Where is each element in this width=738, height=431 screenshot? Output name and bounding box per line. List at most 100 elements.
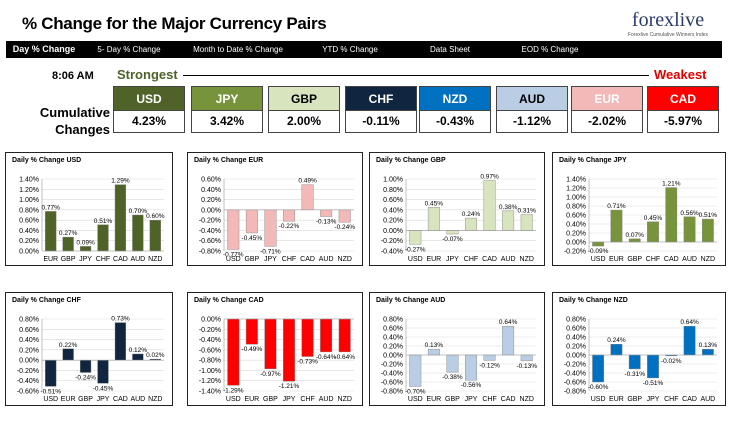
y-tick-label: -1.20% bbox=[199, 378, 221, 385]
bar bbox=[338, 209, 351, 223]
y-tick-label: 0.60% bbox=[566, 213, 586, 220]
logo-text: forexlive bbox=[631, 9, 705, 31]
bar bbox=[610, 209, 623, 243]
y-tick-label: 0.00% bbox=[201, 207, 221, 214]
category-label: CAD bbox=[113, 256, 128, 263]
bar bbox=[647, 354, 659, 379]
data-label: -0.45% bbox=[93, 385, 114, 392]
category-label: CHF bbox=[300, 396, 314, 403]
forexlive-logo: forexlive Forexlive Cumulative Winners I… bbox=[618, 8, 718, 42]
data-label: -0.71% bbox=[260, 248, 281, 255]
tab-eod-change[interactable]: EOD % Change bbox=[521, 45, 579, 54]
bar bbox=[483, 180, 496, 231]
bar bbox=[628, 238, 641, 243]
y-tick-label: 0.60% bbox=[383, 197, 403, 204]
category-label: JPY bbox=[283, 396, 296, 403]
y-tick-label: -0.60% bbox=[17, 389, 39, 396]
bar bbox=[320, 318, 333, 353]
tab-month-to-date-change[interactable]: Month to Date % Change bbox=[193, 45, 283, 54]
chart-title: Daily % Change EUR bbox=[194, 157, 264, 164]
y-tick-label: 0.40% bbox=[566, 335, 586, 342]
currency-name: EUR bbox=[572, 87, 642, 111]
y-tick-label: 1.00% bbox=[566, 195, 586, 202]
currency-name: CHF bbox=[346, 87, 416, 111]
y-tick-label: -0.40% bbox=[381, 249, 403, 256]
y-tick-label: 0.00% bbox=[383, 353, 403, 360]
logo-tagline: Forexlive Cumulative Winners Index bbox=[627, 32, 709, 38]
currency-box-nzd: NZD -0.43% bbox=[419, 86, 491, 133]
data-label: 0.51% bbox=[94, 218, 113, 225]
category-label: NZD bbox=[701, 256, 715, 263]
bar bbox=[446, 230, 459, 235]
category-label: CAD bbox=[501, 396, 516, 403]
y-tick-label: 0.60% bbox=[19, 327, 39, 334]
category-label: AUD bbox=[130, 256, 145, 263]
data-label: 0.49% bbox=[298, 178, 317, 185]
chart-panel: Daily % Change AUD -0.80% -0.60% -0.40% -0.2… bbox=[369, 292, 545, 406]
data-label: 0.31% bbox=[517, 207, 536, 214]
bar bbox=[227, 318, 240, 386]
bar bbox=[264, 209, 277, 247]
data-label: -0.12% bbox=[479, 362, 500, 369]
y-tick-label: -1.40% bbox=[199, 389, 221, 396]
y-tick-label: -0.20% bbox=[17, 368, 39, 375]
data-label: 1.21% bbox=[662, 181, 681, 188]
currency-cumulative-value: 4.23% bbox=[131, 114, 167, 128]
bar bbox=[45, 211, 57, 252]
data-label: -0.02% bbox=[661, 358, 682, 365]
data-label: 1.29% bbox=[111, 178, 130, 185]
category-label: JPY bbox=[446, 256, 459, 263]
category-label: NZD bbox=[520, 396, 534, 403]
data-label: -0.22% bbox=[279, 223, 300, 230]
category-label: CAD bbox=[300, 256, 315, 263]
category-label: GBP bbox=[244, 256, 259, 263]
y-tick-label: -0.40% bbox=[381, 371, 403, 378]
chart-title: Daily % Change GBP bbox=[376, 157, 446, 164]
data-label: -0.51% bbox=[643, 380, 664, 387]
data-label: -0.24% bbox=[75, 374, 96, 381]
data-label: -0.09% bbox=[588, 248, 609, 255]
bar-chart: -0.40% -0.20% 0.00% 0.20% 0.40% 0.60% 0.80% 1.0… bbox=[381, 174, 536, 263]
category-label: USD bbox=[591, 396, 606, 403]
bar bbox=[245, 318, 258, 345]
category-label: CAD bbox=[113, 396, 128, 403]
y-tick-label: 0.60% bbox=[19, 218, 39, 225]
bar bbox=[446, 354, 459, 373]
currency-cumulative-value: -0.43% bbox=[435, 114, 475, 128]
currency-box-gbp: GBP 2.00% bbox=[268, 86, 340, 133]
tab-5-day-change[interactable]: 5- Day % Change bbox=[97, 45, 161, 54]
y-tick-label: 0.60% bbox=[383, 326, 403, 333]
bar bbox=[665, 187, 678, 243]
bar bbox=[409, 354, 422, 387]
cumulative-changes-label: Cumulative Changes bbox=[39, 105, 110, 137]
data-label: -0.27% bbox=[405, 246, 426, 253]
rank-divider bbox=[183, 75, 649, 76]
tab-data-sheet[interactable]: Data Sheet bbox=[429, 45, 471, 54]
y-tick-label: -0.20% bbox=[381, 238, 403, 245]
chart-panel: Daily % Change EUR -0.80% -0.60% -0.40% -0.2… bbox=[187, 152, 363, 266]
bar bbox=[62, 236, 74, 252]
bar bbox=[592, 354, 605, 383]
data-label: -0.97% bbox=[260, 371, 281, 378]
y-tick-label: 0.20% bbox=[566, 344, 586, 351]
category-label: EUR bbox=[609, 396, 624, 403]
tab-day-change[interactable]: Day % Change bbox=[12, 44, 76, 54]
category-label: GBP bbox=[61, 256, 76, 263]
y-tick-label: 0.00% bbox=[383, 228, 403, 235]
y-tick-label: -0.60% bbox=[381, 380, 403, 387]
bar bbox=[79, 359, 92, 373]
category-label: CHF bbox=[282, 256, 296, 263]
weakest-label: Weakest bbox=[654, 67, 707, 82]
chart-panel: Daily % Change JPY -0.20% 0.00% 0.20% 0.40% 0… bbox=[552, 152, 726, 266]
chart-title: Daily % Change CAD bbox=[194, 297, 264, 304]
data-label: -0.49% bbox=[242, 346, 263, 353]
y-tick-label: 0.80% bbox=[566, 204, 586, 211]
bar bbox=[114, 322, 127, 361]
tab-ytd-change[interactable]: YTD % Change bbox=[322, 45, 378, 54]
data-label: 0.56% bbox=[680, 210, 699, 217]
data-label: -0.38% bbox=[442, 374, 463, 381]
y-tick-label: 1.00% bbox=[383, 177, 403, 184]
category-label: CHF bbox=[664, 396, 678, 403]
bar bbox=[283, 318, 295, 382]
category-label: AUD bbox=[319, 396, 334, 403]
